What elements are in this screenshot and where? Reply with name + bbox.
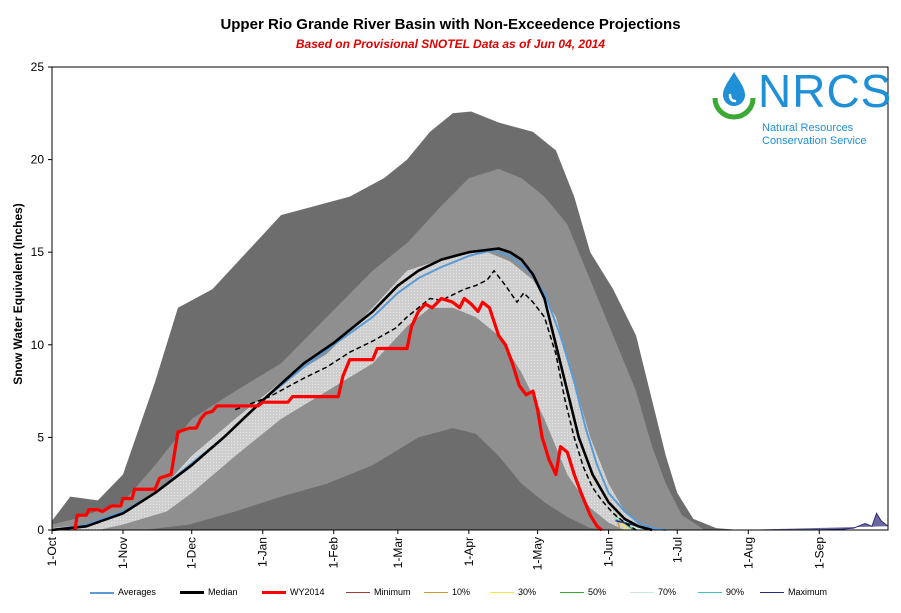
- x-tick-label: 1-Apr: [462, 537, 476, 566]
- x-tick-label: 1-Mar: [391, 537, 405, 568]
- legend-swatch: [90, 591, 114, 594]
- x-tick-label: 1-Aug: [741, 537, 755, 569]
- legend-swatch: [346, 592, 370, 594]
- series-current-dashed: [234, 269, 637, 531]
- y-tick-label: 10: [31, 338, 45, 352]
- legend-label: Maximum: [788, 587, 828, 597]
- chart-title: Upper Rio Grande River Basin with Non-Ex…: [220, 16, 681, 33]
- nrcs-logo: NRCS Natural Resources Conservation Serv…: [708, 66, 891, 156]
- x-tick-label: 1-Nov: [116, 537, 130, 569]
- chart-legend: Averages Median WY2014 Minimum 10% 30% 50% 70% 9…: [90, 587, 890, 603]
- legend-item: 90%: [698, 587, 744, 597]
- logo-acronym: NRCS: [758, 65, 893, 117]
- x-tick-label: 1-Feb: [327, 537, 341, 569]
- x-tick-label: 1-Dec: [185, 537, 199, 569]
- legend-label: Median: [208, 587, 238, 597]
- legend-item: 30%: [490, 587, 536, 597]
- legend-label: 50%: [588, 587, 607, 597]
- series-wy2014: [73, 296, 603, 532]
- x-tick-label: 1-Jan: [256, 537, 270, 567]
- legend-item: Maximum: [760, 587, 827, 597]
- legend-swatch: [180, 591, 204, 595]
- plot-border: [51, 66, 889, 531]
- chart-subtitle: Based on Provisional SNOTEL Data as of J…: [295, 37, 606, 51]
- y-tick-label: 20: [31, 153, 45, 167]
- legend-swatch: [424, 592, 448, 594]
- legend-label: Averages: [118, 587, 156, 597]
- logo-line-1: Natural Resources: [762, 122, 854, 134]
- legend-item: 50%: [560, 587, 606, 597]
- legend-item: 10%: [424, 587, 470, 597]
- y-tick-label: 5: [37, 430, 44, 444]
- legend-swatch: [560, 592, 584, 594]
- legend-item: WY2014: [262, 587, 325, 597]
- legend-item: Minimum: [346, 587, 411, 597]
- legend-label: WY2014: [290, 587, 325, 597]
- legend-swatch: [262, 591, 286, 595]
- water-drop-icon: [712, 72, 756, 120]
- x-tick-label: 1-Sep: [812, 537, 826, 569]
- legend-item: Averages: [90, 587, 156, 597]
- legend-label: 70%: [658, 587, 677, 597]
- series-median: [51, 247, 653, 532]
- x-tick-label: 1-Oct: [45, 536, 59, 566]
- legend-label: 90%: [726, 587, 745, 597]
- legend-label: Minimum: [374, 587, 411, 597]
- legend-swatch: [630, 592, 654, 594]
- legend-label: 30%: [518, 587, 537, 597]
- x-tick-label: 1-Jul: [670, 537, 684, 563]
- band-stipple: [52, 252, 653, 530]
- legend-item: 70%: [630, 587, 676, 597]
- y-tick-label: 15: [31, 245, 45, 259]
- x-tick-label: 1-Jun: [602, 537, 616, 567]
- logo-line-2: Conservation Service: [762, 135, 867, 147]
- legend-label: 10%: [452, 587, 471, 597]
- x-tick-label: 1-May: [531, 537, 545, 570]
- y-axis-label: Snow Water Equivalent (Inches): [11, 203, 25, 385]
- legend-swatch: [490, 592, 514, 594]
- y-tick-label: 0: [37, 523, 44, 537]
- y-tick-label: 25: [31, 60, 45, 74]
- legend-swatch: [698, 592, 722, 594]
- legend-item: Median: [180, 587, 238, 597]
- legend-swatch: [760, 592, 784, 594]
